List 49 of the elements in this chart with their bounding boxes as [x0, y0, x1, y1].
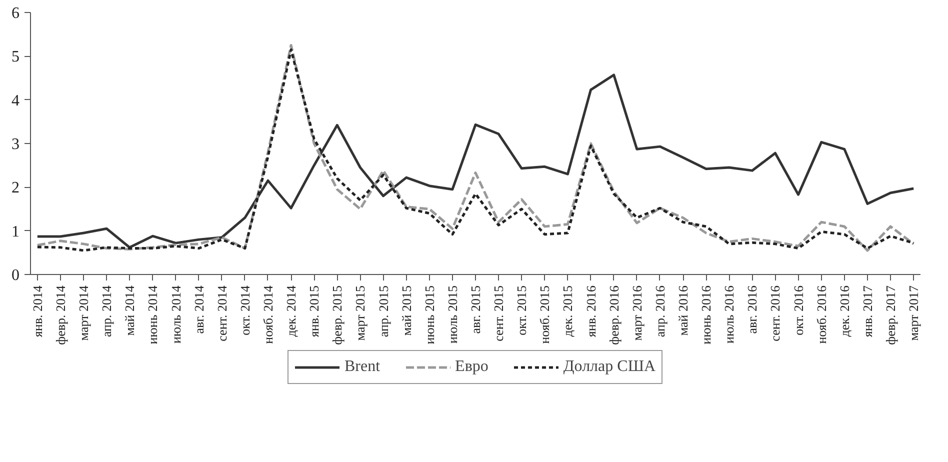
y-tick-label: 3 [12, 136, 20, 153]
x-tick-label: март 2017 [906, 285, 922, 341]
x-tick-label: янв. 2016 [583, 285, 598, 338]
x-tick-label: февр. 2014 [52, 285, 68, 345]
x-tick-label: июнь 2014 [145, 285, 160, 344]
x-tick-label: март 2015 [352, 285, 368, 341]
x-tick-label: нояб. 2016 [814, 285, 829, 344]
x-tick-label: нояб. 2014 [260, 285, 276, 344]
x-tick-label: окт. 2014 [237, 285, 252, 336]
x-tick-label: сент. 2014 [214, 285, 230, 342]
x-tick-label: май 2016 [676, 285, 691, 336]
legend-label: Brent [344, 358, 380, 376]
x-tick-label: окт. 2015 [514, 285, 530, 336]
x-tick-label: сент. 2016 [768, 285, 783, 342]
x-tick-label: апр. 2016 [652, 285, 668, 338]
x-tick-label: авг. 2014 [191, 285, 206, 334]
y-tick-label: 0 [12, 267, 20, 284]
x-tick-label: июль 2015 [444, 285, 460, 344]
x-tick-label: янв. 2014 [30, 285, 45, 338]
x-tick-label: нояб. 2015 [537, 285, 552, 344]
x-tick-label: окт. 2016 [790, 285, 806, 336]
legend-label: Доллар США [563, 358, 656, 376]
x-tick-label: дек. 2015 [560, 285, 576, 337]
x-tick-label: февр. 2015 [330, 285, 345, 345]
x-tick-label: март 2016 [629, 285, 644, 341]
x-tick-label: февр. 2017 [883, 285, 898, 345]
x-tick-label: май 2014 [122, 285, 138, 336]
x-tick-label: авг. 2016 [744, 285, 760, 334]
y-tick-label: 1 [12, 223, 20, 240]
y-tick-label: 6 [12, 5, 20, 22]
x-tick-label: февр. 2016 [606, 285, 622, 345]
x-tick-label: март 2014 [76, 285, 92, 341]
x-tick-label: июль 2016 [722, 285, 737, 344]
x-tick-label: дек. 2016 [836, 285, 852, 337]
y-tick-label: 5 [12, 48, 20, 66]
y-tick-label: 2 [12, 180, 20, 197]
x-tick-label: июнь 2015 [422, 285, 437, 344]
x-tick-label: янв. 2017 [860, 285, 875, 338]
x-tick-label: апр. 2014 [99, 285, 114, 338]
x-tick-label: май 2015 [398, 285, 414, 336]
x-tick-label: июль 2014 [168, 285, 184, 344]
x-tick-label: авг. 2015 [468, 285, 483, 334]
y-tick-label: 4 [12, 92, 20, 110]
x-tick-label: сент. 2015 [491, 286, 506, 342]
x-tick-label: апр. 2015 [376, 285, 391, 338]
x-tick-label: июнь 2016 [698, 285, 714, 344]
legend-label: Евро [455, 358, 488, 376]
x-tick-label: янв. 2015 [306, 285, 322, 338]
x-tick-label: дек. 2014 [284, 285, 299, 337]
